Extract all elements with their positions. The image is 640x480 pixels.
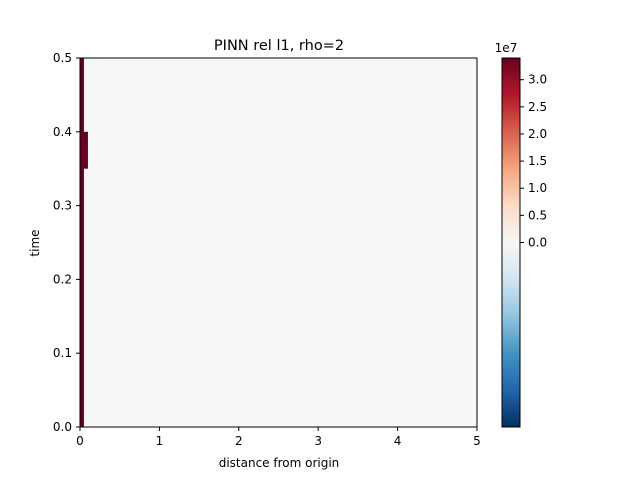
x-tick-label: 0: [76, 434, 84, 448]
x-axis-label: distance from origin: [219, 456, 340, 470]
x-tick-label: 1: [156, 434, 164, 448]
heatmap-cells: [80, 58, 88, 427]
chart-title: PINN rel l1, rho=2: [214, 38, 344, 54]
x-tick-label: 5: [473, 434, 481, 448]
colorbar-ticks: 0.0 0.5 1.0 1.5 2.0 2.5 3.0: [520, 73, 547, 250]
colorbar-tick-label: 0.0: [528, 236, 547, 250]
colorbar-gradient: [501, 57, 521, 428]
y-tick-label: 0.5: [53, 51, 72, 65]
x-tick-label: 3: [314, 434, 322, 448]
colorbar-tick-label: 3.0: [528, 73, 547, 87]
y-axis: 0.0 0.1 0.2 0.3 0.4 0.5: [53, 51, 80, 434]
colorbar-tick-label: 0.5: [528, 208, 547, 222]
x-tick-label: 2: [235, 434, 243, 448]
plot-frame: [79, 57, 478, 428]
y-tick-label: 0.1: [53, 346, 72, 360]
colorbar-tick-label: 2.5: [528, 100, 547, 114]
heatmap-background: [80, 58, 477, 427]
x-tick-label: 4: [394, 434, 402, 448]
colorbar-tick-label: 1.0: [528, 181, 547, 195]
y-tick-label: 0.4: [53, 125, 72, 139]
y-tick-label: 0.3: [53, 199, 72, 213]
y-tick-label: 0.2: [53, 272, 72, 286]
x-axis: 0 1 2 3 4 5: [76, 427, 481, 448]
heatmap-plot-area: [79, 57, 478, 428]
colorbar-tick-label: 1.5: [528, 154, 547, 168]
heatmap-cell: [83, 131, 88, 169]
y-tick-label: 0.0: [53, 420, 72, 434]
colorbar-tick-label: 2.0: [528, 127, 547, 141]
y-axis-label: time: [28, 229, 42, 256]
colorbar: 0.0 0.5 1.0 1.5 2.0 2.5 3.0 1e7: [495, 41, 547, 428]
heatmap-cell: [80, 58, 84, 427]
colorbar-multiplier: 1e7: [495, 41, 518, 55]
